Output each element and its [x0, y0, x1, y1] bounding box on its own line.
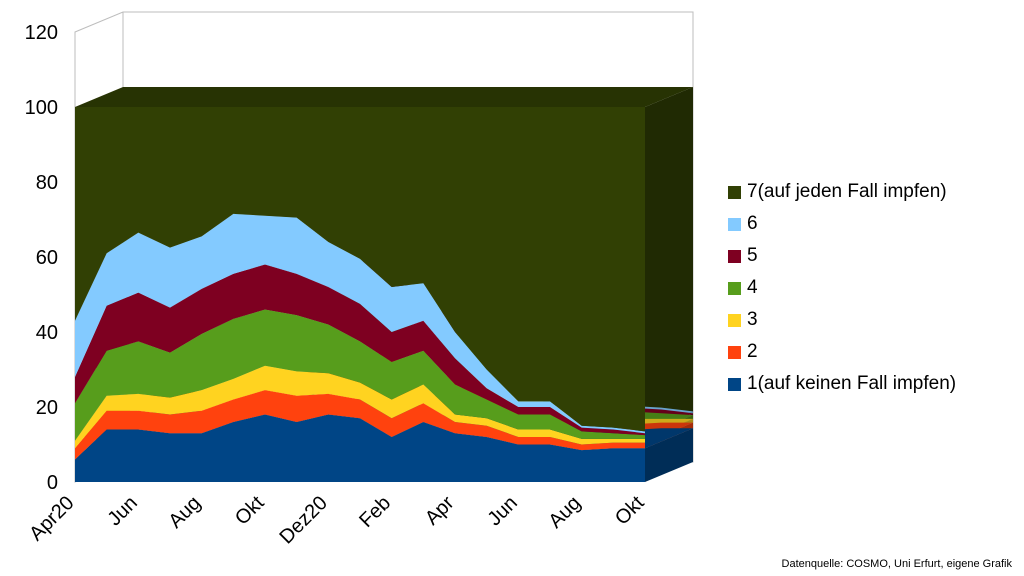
x-tick-label: Apr — [421, 492, 459, 530]
legend-swatch — [728, 377, 741, 391]
legend-item: 7(auf jeden Fall impfen) — [728, 176, 956, 208]
legend-label: 2 — [747, 341, 758, 362]
y-tick-label: 0 — [47, 472, 58, 494]
legend-label: 7(auf jeden Fall impfen) — [747, 181, 947, 202]
series-area — [75, 309, 645, 441]
series-area — [75, 390, 645, 460]
series-area — [75, 365, 645, 449]
x-tick-label: Apr20 — [25, 492, 78, 545]
series-area — [75, 107, 645, 432]
legend-swatch — [728, 185, 741, 199]
x-tick-label: Okt — [231, 492, 269, 530]
legend: 7(auf jeden Fall impfen) 6 5 4 3 2 1(auf keine… — [728, 176, 956, 400]
series-7 — [75, 87, 693, 432]
series-area — [75, 213, 645, 434]
legend-label: 3 — [747, 309, 758, 330]
y-tick-label: 40 — [36, 322, 58, 344]
x-tick-label: Aug — [544, 492, 585, 533]
y-tick-label: 100 — [25, 97, 58, 119]
series-area — [75, 414, 645, 482]
legend-item: 2 — [728, 336, 956, 368]
legend-label: 5 — [747, 245, 758, 266]
legend-swatch — [728, 281, 741, 295]
x-tick-label: Jun — [484, 492, 522, 530]
y-tick-label: 20 — [36, 397, 58, 419]
x-tick-label: Okt — [611, 492, 649, 530]
y-tick-label: 120 — [25, 22, 58, 44]
legend-item: 6 — [728, 208, 956, 240]
legend-label: 1(auf keinen Fall impfen) — [747, 373, 957, 394]
legend-swatch — [728, 217, 741, 231]
series-side-face — [645, 428, 693, 482]
y-tick-label: 80 — [36, 172, 58, 194]
legend-item: 5 — [728, 240, 956, 272]
series-side-face — [645, 87, 693, 432]
legend-item: 4 — [728, 272, 956, 304]
x-tick-label: Dez20 — [275, 492, 331, 548]
y-tick-label: 60 — [36, 247, 58, 269]
x-tick-label: Jun — [104, 492, 142, 530]
x-tick-label: Aug — [164, 492, 205, 533]
x-tick-label: Feb — [355, 492, 395, 532]
legend-label: 4 — [747, 277, 758, 298]
legend-swatch — [728, 345, 741, 359]
legend-item: 3 — [728, 304, 956, 336]
legend-item: 1(auf keinen Fall impfen) — [728, 368, 956, 400]
series-top-surface — [75, 87, 693, 107]
legend-label: 6 — [747, 213, 758, 234]
series-area — [75, 264, 645, 436]
legend-swatch — [728, 249, 741, 263]
source-note: Datenquelle: COSMO, Uni Erfurt, eigene G… — [781, 558, 1012, 570]
legend-swatch — [728, 313, 741, 327]
